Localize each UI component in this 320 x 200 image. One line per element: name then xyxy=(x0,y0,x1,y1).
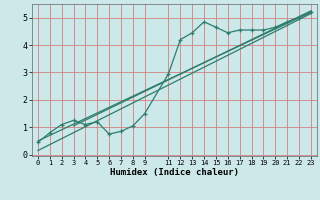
X-axis label: Humidex (Indice chaleur): Humidex (Indice chaleur) xyxy=(110,168,239,177)
